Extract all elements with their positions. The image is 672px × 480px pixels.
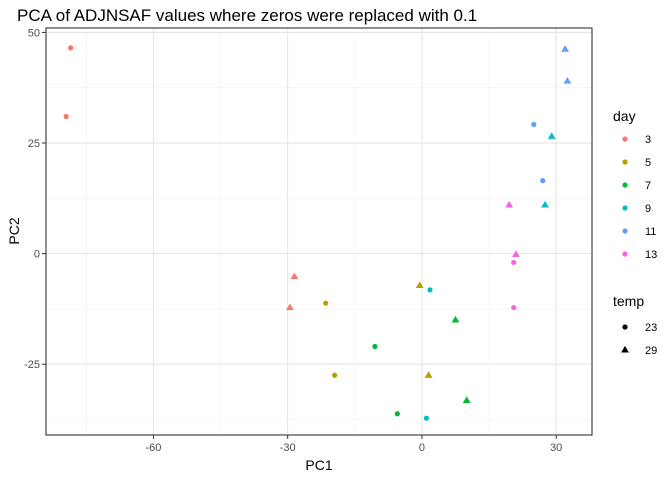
legend-color-key: [622, 159, 628, 165]
legend-shape-key: [622, 324, 628, 330]
data-point: [541, 200, 549, 208]
plot-background: [46, 28, 592, 435]
legend-color-key: [622, 136, 628, 142]
legend-color-label: 13: [645, 249, 657, 261]
x-axis-ticks: -60 -30 0 30: [145, 435, 562, 454]
legend-color-key: [622, 251, 628, 257]
data-point: [427, 287, 433, 293]
legend-shape-label: 23: [645, 322, 657, 334]
legend-color-key: [622, 228, 628, 234]
chart-title: PCA of ADJNSAF values where zeros were r…: [17, 6, 477, 25]
x-tick-label: -60: [145, 442, 161, 454]
data-point: [547, 132, 556, 139]
data-point: [531, 121, 537, 128]
y-tick-label: -25: [24, 359, 40, 371]
legend-color-key: [622, 182, 628, 188]
data-point: [511, 259, 517, 266]
legend-color-title: day: [613, 108, 636, 124]
legend-color-label: 7: [645, 180, 651, 192]
y-axis-ticks: -25 0 25 50: [24, 27, 46, 371]
data-point: [511, 304, 517, 311]
data-point: [323, 300, 329, 306]
grid-lines: [46, 28, 592, 435]
x-tick-label: -30: [280, 442, 296, 454]
data-point: [561, 45, 570, 52]
x-tick-label: 0: [419, 442, 425, 454]
data-point: [505, 200, 514, 208]
data-point: [290, 272, 299, 280]
data-point: [540, 178, 546, 184]
data-point: [286, 303, 294, 311]
data-points: [63, 45, 572, 421]
legend-color-key: [622, 205, 628, 211]
plot-panel: [45, 27, 593, 436]
y-tick-label: 0: [34, 249, 40, 261]
legend-color-entries: 3 5 7 9 11 13: [622, 134, 657, 261]
data-point: [415, 281, 424, 289]
legend-shape-title: temp: [613, 293, 644, 309]
legend-shape-key: [621, 345, 629, 353]
legend-color-label: 3: [645, 134, 651, 146]
legend-color-label: 9: [645, 203, 651, 215]
plot-border: [45, 27, 593, 436]
legend-shape-entries: 23 29: [621, 322, 657, 357]
data-point: [63, 113, 69, 120]
data-point: [372, 343, 378, 350]
y-tick-label: 25: [28, 138, 40, 150]
x-tick-label: 30: [550, 442, 562, 454]
x-axis-label: PC1: [305, 457, 332, 473]
data-point: [451, 315, 460, 323]
legend-shape-label: 29: [645, 345, 657, 357]
data-point: [332, 372, 338, 378]
data-point: [423, 415, 430, 421]
legend-color-label: 11: [645, 226, 656, 238]
data-point: [394, 411, 400, 417]
data-point: [68, 45, 74, 51]
data-point: [512, 250, 520, 258]
legend-color-label: 5: [645, 157, 651, 169]
y-tick-label: 50: [28, 27, 40, 39]
data-point: [462, 396, 471, 404]
y-axis-label: PC2: [6, 217, 22, 244]
legend: day 3 5 7 9 11 13 temp 23 29: [613, 108, 657, 357]
data-point: [424, 371, 433, 378]
data-point: [563, 76, 572, 84]
